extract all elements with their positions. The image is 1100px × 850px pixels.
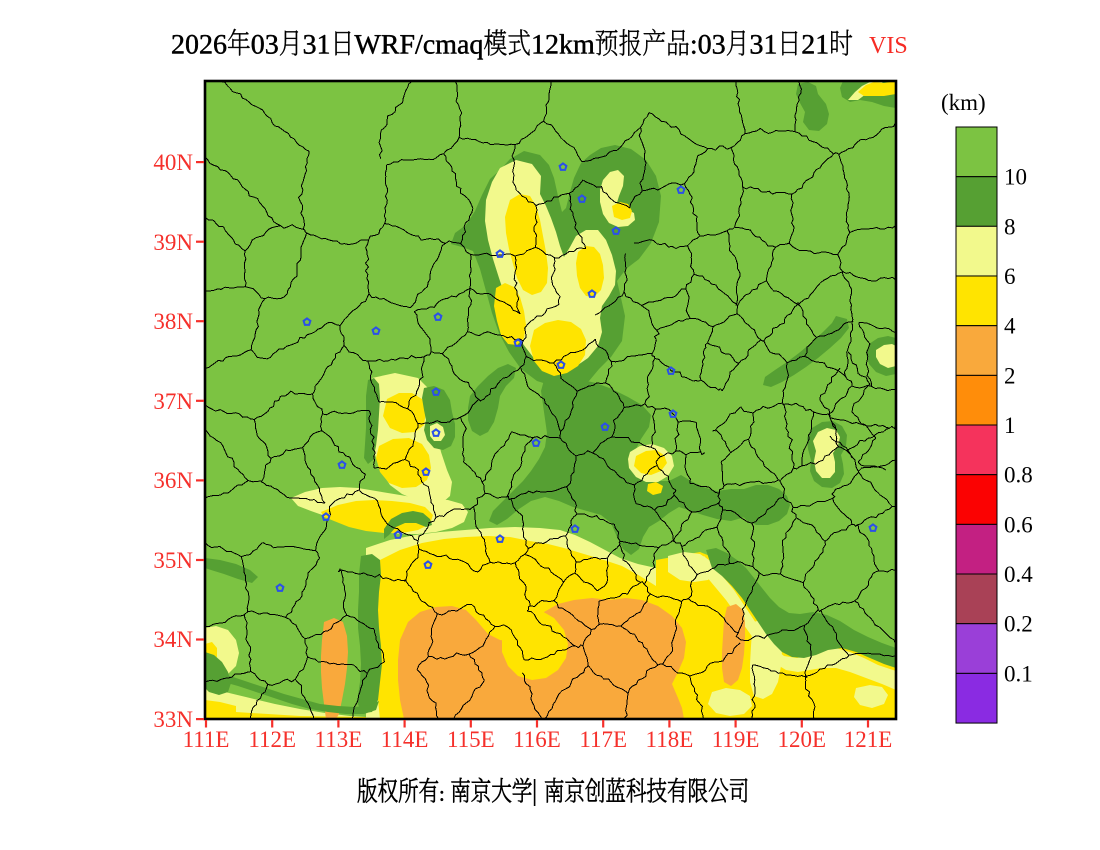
- svg-text:2: 2: [1004, 363, 1016, 388]
- svg-text:121E: 121E: [844, 727, 893, 752]
- svg-text:39N: 39N: [153, 230, 193, 255]
- svg-text:116E: 116E: [513, 727, 561, 752]
- svg-text:10: 10: [1004, 165, 1027, 190]
- svg-text:37N: 37N: [153, 389, 193, 414]
- svg-text:36N: 36N: [153, 468, 193, 493]
- svg-text:0.8: 0.8: [1004, 463, 1033, 488]
- svg-text:0.6: 0.6: [1004, 512, 1033, 537]
- svg-text:0.1: 0.1: [1004, 661, 1033, 686]
- svg-text:38N: 38N: [153, 309, 193, 334]
- svg-text:113E: 113E: [315, 727, 363, 752]
- svg-text:1: 1: [1004, 413, 1016, 438]
- svg-text:112E: 112E: [248, 727, 296, 752]
- svg-text:119E: 119E: [712, 727, 760, 752]
- svg-text:4: 4: [1004, 314, 1016, 339]
- svg-text:34N: 34N: [153, 627, 193, 652]
- svg-text:111E: 111E: [183, 727, 230, 752]
- svg-text:117E: 117E: [579, 727, 627, 752]
- svg-text:6: 6: [1004, 264, 1016, 289]
- svg-text:(km): (km): [941, 90, 986, 115]
- svg-text:0.2: 0.2: [1004, 612, 1033, 637]
- svg-text:VIS: VIS: [869, 33, 908, 59]
- svg-text:35N: 35N: [153, 548, 193, 573]
- svg-text:40N: 40N: [153, 150, 193, 175]
- svg-text:114E: 114E: [381, 727, 429, 752]
- svg-text:120E: 120E: [778, 727, 827, 752]
- svg-text:115E: 115E: [447, 727, 495, 752]
- svg-text:8: 8: [1004, 214, 1016, 239]
- svg-text:33N: 33N: [153, 707, 193, 732]
- svg-text:118E: 118E: [646, 727, 694, 752]
- svg-text:0.4: 0.4: [1004, 562, 1033, 587]
